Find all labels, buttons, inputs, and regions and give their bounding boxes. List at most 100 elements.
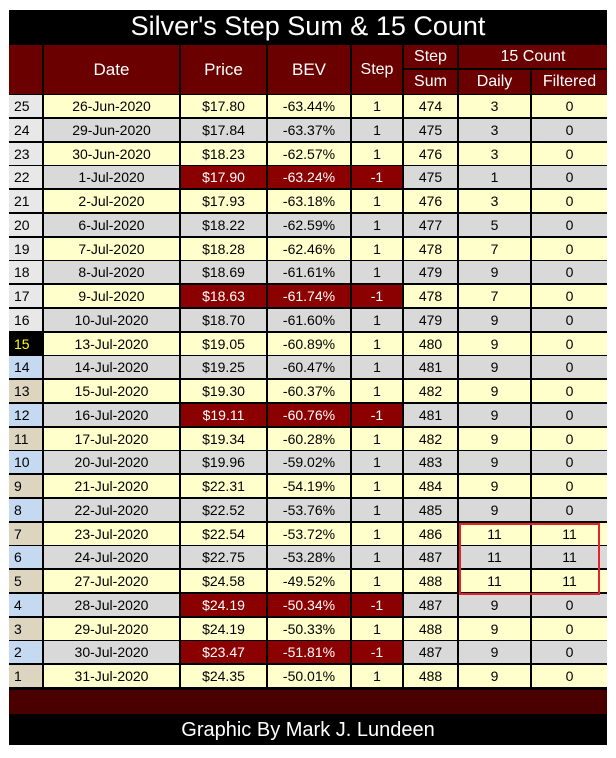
row-step: 1 bbox=[352, 570, 402, 592]
row-index: 4 bbox=[9, 593, 42, 616]
row-price: $24.19 bbox=[181, 617, 266, 640]
row-index: 9 bbox=[9, 475, 42, 497]
table-row: 10 20-Jul-2020 $19.96 -59.02% 1 483 9 0 bbox=[9, 451, 607, 474]
footer-credit: Graphic By Mark J. Lundeen bbox=[181, 719, 435, 741]
table-row: 3 29-Jul-2020 $24.19 -50.33% 1 488 9 0 bbox=[9, 617, 607, 640]
row-step-sum: 475 bbox=[404, 166, 457, 189]
row-bev: -61.60% bbox=[268, 308, 350, 331]
row-bev: -53.28% bbox=[268, 546, 350, 569]
row-daily: 9 bbox=[459, 356, 530, 379]
row-date: 30-Jun-2020 bbox=[44, 142, 179, 165]
row-step: 1 bbox=[352, 475, 402, 497]
row-price: $24.35 bbox=[181, 665, 266, 687]
row-price: $22.31 bbox=[181, 475, 266, 497]
row-step: 1 bbox=[352, 665, 402, 687]
row-step: 1 bbox=[352, 356, 402, 379]
table-row: 19 7-Jul-2020 $18.28 -62.46% 1 478 7 0 bbox=[9, 237, 607, 260]
row-daily: 5 bbox=[459, 213, 530, 236]
row-filtered: 11 bbox=[532, 546, 607, 569]
row-daily: 11 bbox=[459, 522, 530, 545]
table-row: 13 15-Jul-2020 $19.30 -60.37% 1 482 9 0 bbox=[9, 380, 607, 402]
row-date: 7-Jul-2020 bbox=[44, 237, 179, 260]
row-daily: 9 bbox=[459, 332, 530, 355]
row-daily: 9 bbox=[459, 308, 530, 331]
row-date: 10-Jul-2020 bbox=[44, 308, 179, 331]
row-index: 15 bbox=[9, 332, 42, 355]
row-date: 29-Jul-2020 bbox=[44, 617, 179, 640]
row-bev: -62.57% bbox=[268, 142, 350, 165]
header-filtered: Filtered bbox=[532, 70, 607, 94]
row-price: $19.34 bbox=[181, 427, 266, 450]
row-index: 24 bbox=[9, 118, 42, 141]
row-bev: -61.61% bbox=[268, 261, 350, 284]
row-bev: -54.19% bbox=[268, 475, 350, 497]
row-bev: -49.52% bbox=[268, 570, 350, 592]
row-step-sum: 475 bbox=[404, 118, 457, 141]
row-index: 12 bbox=[9, 403, 42, 426]
row-date: 16-Jul-2020 bbox=[44, 403, 179, 426]
row-bev: -61.74% bbox=[268, 285, 350, 307]
row-price: $19.30 bbox=[181, 380, 266, 402]
row-date: 20-Jul-2020 bbox=[44, 451, 179, 474]
table-row: 24 29-Jun-2020 $17.84 -63.37% 1 475 3 0 bbox=[9, 118, 607, 141]
header-price: Price bbox=[181, 45, 266, 94]
row-index: 19 bbox=[9, 237, 42, 260]
row-index: 25 bbox=[9, 95, 42, 117]
row-bev: -60.28% bbox=[268, 427, 350, 450]
row-bev: -51.81% bbox=[268, 641, 350, 664]
row-step-sum: 487 bbox=[404, 641, 457, 664]
row-filtered: 0 bbox=[532, 261, 607, 284]
row-filtered: 0 bbox=[532, 166, 607, 189]
row-daily: 3 bbox=[459, 118, 530, 141]
row-step: 1 bbox=[352, 118, 402, 141]
table-row: 9 21-Jul-2020 $22.31 -54.19% 1 484 9 0 bbox=[9, 475, 607, 497]
table-row: 20 6-Jul-2020 $18.22 -62.59% 1 477 5 0 bbox=[9, 213, 607, 236]
row-step: -1 bbox=[352, 285, 402, 307]
row-step: 1 bbox=[352, 498, 402, 521]
row-date: 15-Jul-2020 bbox=[44, 380, 179, 402]
row-bev: -62.46% bbox=[268, 237, 350, 260]
row-step: 1 bbox=[352, 332, 402, 355]
row-step: -1 bbox=[352, 403, 402, 426]
row-step-sum: 485 bbox=[404, 498, 457, 521]
row-bev: -60.37% bbox=[268, 380, 350, 402]
row-filtered: 11 bbox=[532, 570, 607, 592]
row-index: 5 bbox=[9, 570, 42, 592]
row-date: 31-Jul-2020 bbox=[44, 665, 179, 687]
row-daily: 9 bbox=[459, 451, 530, 474]
row-step-sum: 476 bbox=[404, 190, 457, 212]
row-bev: -62.59% bbox=[268, 213, 350, 236]
table-row: 8 22-Jul-2020 $22.52 -53.76% 1 485 9 0 bbox=[9, 498, 607, 521]
row-step: 1 bbox=[352, 142, 402, 165]
row-bev: -60.76% bbox=[268, 403, 350, 426]
row-step-sum: 477 bbox=[404, 213, 457, 236]
row-date: 29-Jun-2020 bbox=[44, 118, 179, 141]
row-index: 10 bbox=[9, 451, 42, 474]
row-step-sum: 487 bbox=[404, 593, 457, 616]
row-daily: 9 bbox=[459, 403, 530, 426]
row-bev: -53.76% bbox=[268, 498, 350, 521]
header-15-count: 15 Count bbox=[459, 45, 607, 68]
row-price: $22.75 bbox=[181, 546, 266, 569]
table-row: 11 17-Jul-2020 $19.34 -60.28% 1 482 9 0 bbox=[9, 427, 607, 450]
table-row: 12 16-Jul-2020 $19.11 -60.76% -1 481 9 0 bbox=[9, 403, 607, 426]
header-date: Date bbox=[44, 45, 179, 94]
row-step-sum: 481 bbox=[404, 356, 457, 379]
row-index: 23 bbox=[9, 142, 42, 165]
row-filtered: 0 bbox=[532, 475, 607, 497]
row-step-sum: 483 bbox=[404, 451, 457, 474]
table-row: 15 13-Jul-2020 $19.05 -60.89% 1 480 9 0 bbox=[9, 332, 607, 355]
row-step-sum: 488 bbox=[404, 570, 457, 592]
row-index: 21 bbox=[9, 190, 42, 212]
table-row: 7 23-Jul-2020 $22.54 -53.72% 1 486 11 11 bbox=[9, 522, 607, 545]
table-row: 6 24-Jul-2020 $22.75 -53.28% 1 487 11 11 bbox=[9, 546, 607, 569]
row-price: $17.93 bbox=[181, 190, 266, 212]
row-bev: -63.18% bbox=[268, 190, 350, 212]
row-step: 1 bbox=[352, 237, 402, 260]
row-index: 7 bbox=[9, 522, 42, 545]
row-daily: 9 bbox=[459, 261, 530, 284]
row-price: $18.28 bbox=[181, 237, 266, 260]
row-step-sum: 488 bbox=[404, 665, 457, 687]
row-daily: 1 bbox=[459, 166, 530, 189]
row-date: 1-Jul-2020 bbox=[44, 166, 179, 189]
